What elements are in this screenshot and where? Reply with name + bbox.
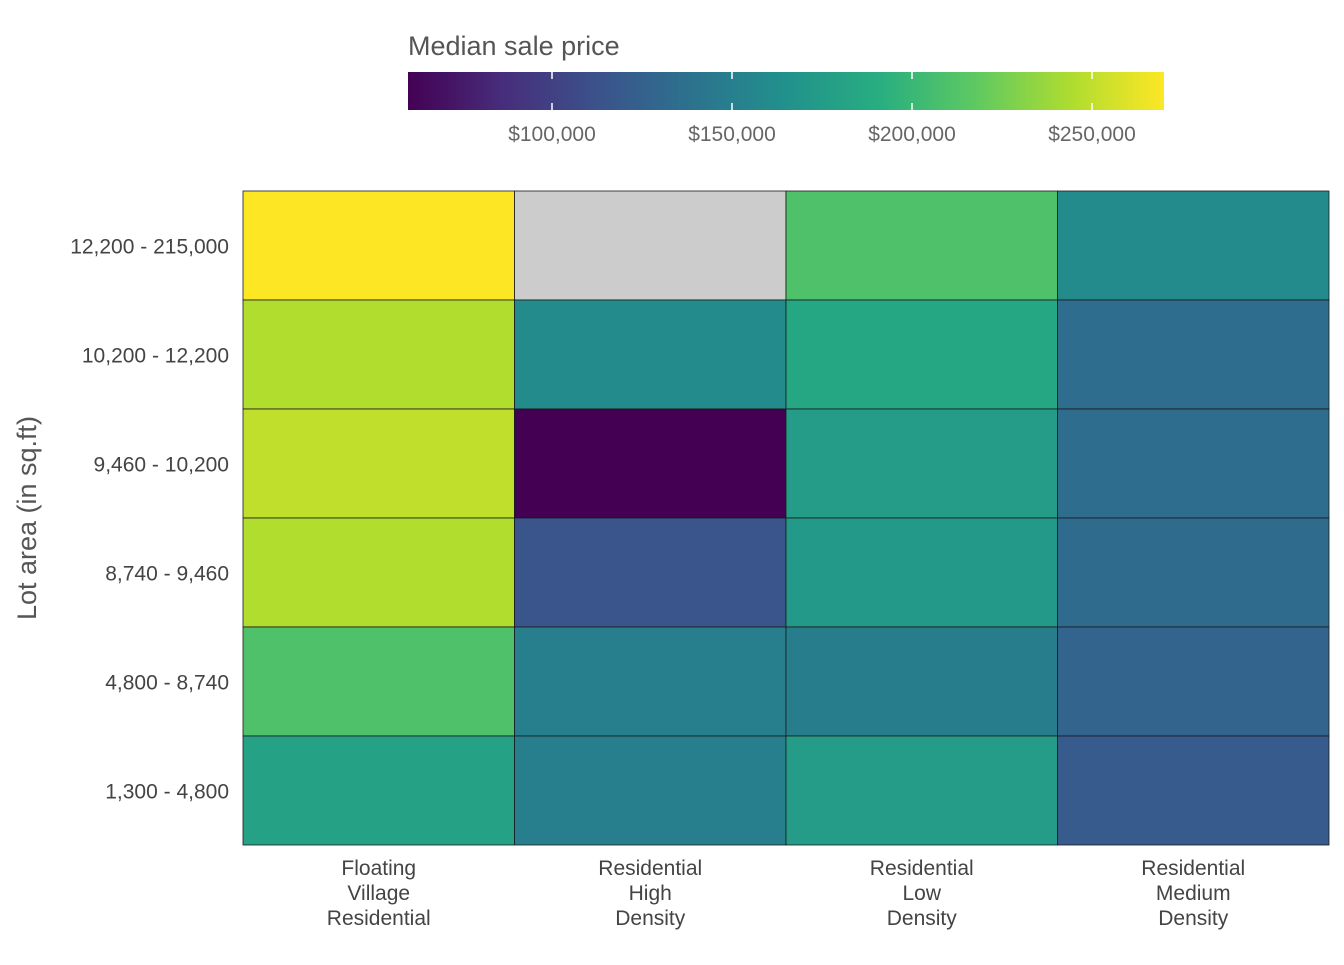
x-tick-label: Density <box>887 907 958 930</box>
heatmap-cell-r2-c1 <box>514 408 787 519</box>
heatmap-cell-r1-c1 <box>514 299 787 410</box>
y-tick-label: 4,800 - 8,740 <box>105 672 229 695</box>
x-tick-label: Residential <box>870 857 974 880</box>
heatmap-cell-r0-c1 <box>514 190 787 301</box>
heatmap-cell-r3-c1 <box>514 517 787 628</box>
x-tick-label: Residential <box>327 907 431 930</box>
y-tick-label: 8,740 - 9,460 <box>105 563 229 586</box>
legend-tick-label: $200,000 <box>868 123 956 146</box>
legend-title: Median sale price <box>408 31 620 61</box>
x-tick-label: Medium <box>1156 882 1231 905</box>
x-tick-label: High <box>629 882 672 905</box>
x-tick-label: Density <box>615 907 686 930</box>
heatmap-cell-r5-c2 <box>785 735 1058 846</box>
color-legend: Median sale price $100,000 $150,000 $200,0… <box>408 31 1164 146</box>
heatmap-cell-r5-c1 <box>514 735 787 846</box>
heatmap-cell-r0-c3 <box>1057 190 1330 301</box>
y-axis-tick-labels: 12,200 - 215,000 10,200 - 12,200 9,460 - 1… <box>70 236 229 804</box>
heatmap-cell-r3-c3 <box>1057 517 1330 628</box>
heatmap-cell-r3-c2 <box>785 517 1058 628</box>
heatmap-cell-r1-c0 <box>242 299 515 410</box>
heatmap-cell-r1-c2 <box>785 299 1058 410</box>
heatmap-cell-r0-c0 <box>242 190 515 301</box>
heatmap-cell-r4-c0 <box>242 626 515 737</box>
heatmap-cell-r2-c3 <box>1057 408 1330 519</box>
y-tick-label: 10,200 - 12,200 <box>82 345 229 368</box>
heatmap-cell-r3-c0 <box>242 517 515 628</box>
legend-tick-label: $250,000 <box>1048 123 1136 146</box>
x-tick-label: Density <box>1158 907 1229 930</box>
x-tick-label: Low <box>902 882 941 905</box>
heatmap-cells <box>242 190 1330 846</box>
y-tick-label: 12,200 - 215,000 <box>70 236 229 259</box>
legend-tick-label: $100,000 <box>508 123 596 146</box>
y-axis-title: Lot area (in sq.ft) <box>12 416 42 620</box>
legend-tick-label: $150,000 <box>688 123 776 146</box>
x-axis-tick-labels: FloatingVillageResidentialResidentialHig… <box>327 857 1245 930</box>
y-tick-label: 9,460 - 10,200 <box>94 454 229 477</box>
heatmap-cell-r5-c3 <box>1057 735 1330 846</box>
y-tick-label: 1,300 - 4,800 <box>105 781 229 804</box>
heatmap-cell-r4-c2 <box>785 626 1058 737</box>
heatmap-cell-r4-c1 <box>514 626 787 737</box>
heatmap-cell-r1-c3 <box>1057 299 1330 410</box>
heatmap-cell-r5-c0 <box>242 735 515 846</box>
heatmap-cell-r0-c2 <box>785 190 1058 301</box>
x-tick-label: Residential <box>1141 857 1245 880</box>
legend-color-bar <box>408 72 1164 110</box>
x-tick-label: Residential <box>598 857 702 880</box>
heatmap-cell-r4-c3 <box>1057 626 1330 737</box>
x-tick-label: Floating <box>341 857 416 880</box>
x-tick-label: Village <box>347 882 410 905</box>
heatmap-cell-r2-c0 <box>242 408 515 519</box>
heatmap-cell-r2-c2 <box>785 408 1058 519</box>
